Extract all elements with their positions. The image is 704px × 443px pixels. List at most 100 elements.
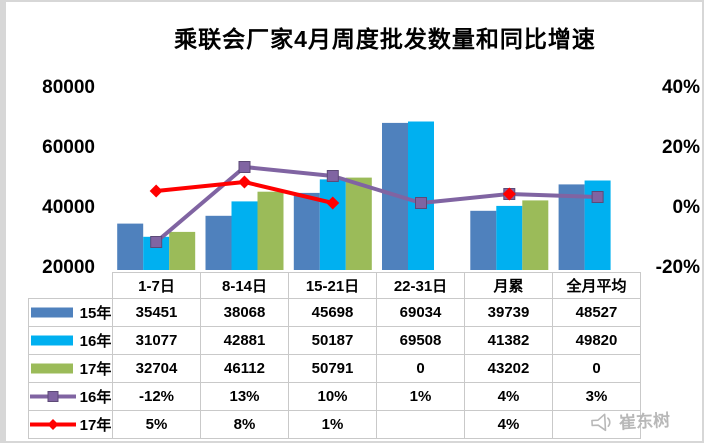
table-row: 17年 5% 8% 1% 4%	[28, 410, 641, 439]
table-cell: 50791	[288, 354, 377, 383]
bar-15年	[293, 192, 320, 270]
marker-diamond-17年	[502, 187, 516, 201]
marker-diamond-17年	[237, 175, 251, 189]
table-column-header: 全月平均	[552, 272, 641, 299]
table-cell: 39739	[464, 298, 553, 327]
bar-17年	[522, 200, 549, 270]
table-cell: 4%	[464, 410, 553, 439]
marker-square-16年	[591, 191, 604, 203]
table-cell: 1%	[376, 382, 465, 411]
table-cell: 69508	[376, 326, 465, 355]
table-cell: 48527	[552, 298, 641, 327]
bar-17年	[169, 231, 196, 270]
legend-swatch-bar	[30, 307, 73, 318]
marker-diamond-17年	[149, 184, 163, 198]
table-cell: 13%	[200, 382, 289, 411]
table-row: 16年 31077 42881 50187 69508 41382 49820	[28, 326, 641, 355]
table-cell: 41382	[464, 326, 553, 355]
legend-key: 16年	[29, 386, 112, 407]
bar-16年	[319, 179, 346, 270]
legend-label: 17年	[79, 417, 112, 434]
left-axis-tick: 20000	[42, 257, 95, 278]
table-cell: 69034	[376, 298, 465, 327]
legend-diamond-marker	[47, 419, 59, 430]
legend-swatch-bar	[30, 363, 73, 374]
legend-cell: 15年	[28, 298, 113, 327]
chart-data-table: 1-7日 8-14日 15-21日 22-31日 月累 全月平均 15年 35451 38068…	[28, 272, 641, 439]
table-cell: 10%	[288, 382, 377, 411]
legend-cell: 16年	[28, 382, 113, 411]
legend-label: 15年	[79, 305, 112, 322]
left-axis-tick: 40000	[42, 197, 95, 218]
table-column-header: 月累	[464, 272, 553, 299]
bar-15年	[117, 223, 144, 270]
table-cell: 38068	[200, 298, 289, 327]
legend-label: 16年	[79, 389, 112, 406]
table-cell: -12%	[112, 382, 201, 411]
legend-key: 17年	[30, 358, 112, 379]
legend-key: 16年	[30, 330, 112, 351]
table-cell: 5%	[112, 410, 201, 439]
table-cell	[376, 410, 465, 439]
legend-key: 17年	[29, 414, 112, 435]
legend-cell: 16年	[28, 326, 113, 355]
bar-17年	[257, 191, 284, 270]
right-axis-tick: 20%	[662, 137, 700, 158]
table-cell: 32704	[112, 354, 201, 383]
line-16年	[154, 165, 600, 244]
legend-square-marker	[47, 391, 59, 402]
table-column-header: 1-7日	[112, 272, 201, 299]
bar-16年	[231, 201, 258, 270]
bar-15年	[470, 210, 497, 270]
table-cell: 35451	[112, 298, 201, 327]
table-row: 16年 -12% 13% 10% 1% 4% 3%	[28, 382, 641, 411]
table-cell: 31077	[112, 326, 201, 355]
right-axis-tick: 40%	[662, 77, 700, 98]
table-cell: 4%	[464, 382, 553, 411]
table-cell: 46112	[200, 354, 289, 383]
table-column-header: 22-31日	[376, 272, 465, 299]
bar-15年	[558, 184, 585, 270]
table-header-row: 1-7日 8-14日 15-21日 22-31日 月累 全月平均	[29, 272, 641, 299]
frame-edge-top	[0, 0, 704, 2]
legend-bar-swatch	[30, 363, 73, 374]
table-cell: 43202	[464, 354, 553, 383]
watermark-text: 崔东树	[618, 410, 671, 433]
table-cell: 49820	[552, 326, 641, 355]
marker-square-16年	[238, 161, 251, 173]
left-axis-tick: 80000	[42, 77, 95, 98]
legend-swatch-line-diamond	[29, 419, 76, 430]
legend-bar-swatch	[30, 335, 73, 346]
legend-cell: 17年	[28, 410, 113, 439]
table-column-header: 15-21日	[288, 272, 377, 299]
frame-edge-right	[702, 0, 704, 443]
megaphone-icon	[591, 413, 611, 431]
bar-17年	[345, 177, 372, 270]
watermark: 崔东树	[589, 406, 671, 435]
chart-title: 乘联会厂家4月周度批发数量和同比增速	[174, 26, 596, 52]
frame-edge-bottom	[0, 441, 704, 443]
legend-label: 16年	[79, 333, 112, 350]
table-row: 15年 35451 38068 45698 69034 39739 48527	[28, 298, 641, 327]
table-cell: 45698	[288, 298, 377, 327]
table-cell: 50187	[288, 326, 377, 355]
marker-square-16年	[415, 197, 427, 209]
legend-key: 15年	[30, 302, 112, 323]
marker-square-16年	[326, 170, 339, 182]
combo-chart-plot: 80000 60000 40000 20000 40% 20% 0% -20%	[42, 77, 701, 278]
legend-swatch-bar	[30, 335, 73, 346]
legend-swatch-line-square	[29, 391, 76, 402]
right-axis-tick: 0%	[673, 197, 701, 218]
legend-bar-swatch	[30, 307, 73, 318]
left-axis-tick: 60000	[42, 137, 95, 158]
right-axis-tick: -20%	[656, 257, 700, 278]
table-corner-ghost	[29, 273, 113, 299]
legend-label: 17年	[79, 361, 112, 378]
table-column-header: 8-14日	[200, 272, 289, 299]
table-cell: 1%	[288, 410, 377, 439]
bar-16年	[408, 121, 434, 270]
marker-square-16年	[150, 236, 163, 248]
bar-16年	[496, 205, 523, 270]
frame-edge-left	[0, 0, 6, 443]
